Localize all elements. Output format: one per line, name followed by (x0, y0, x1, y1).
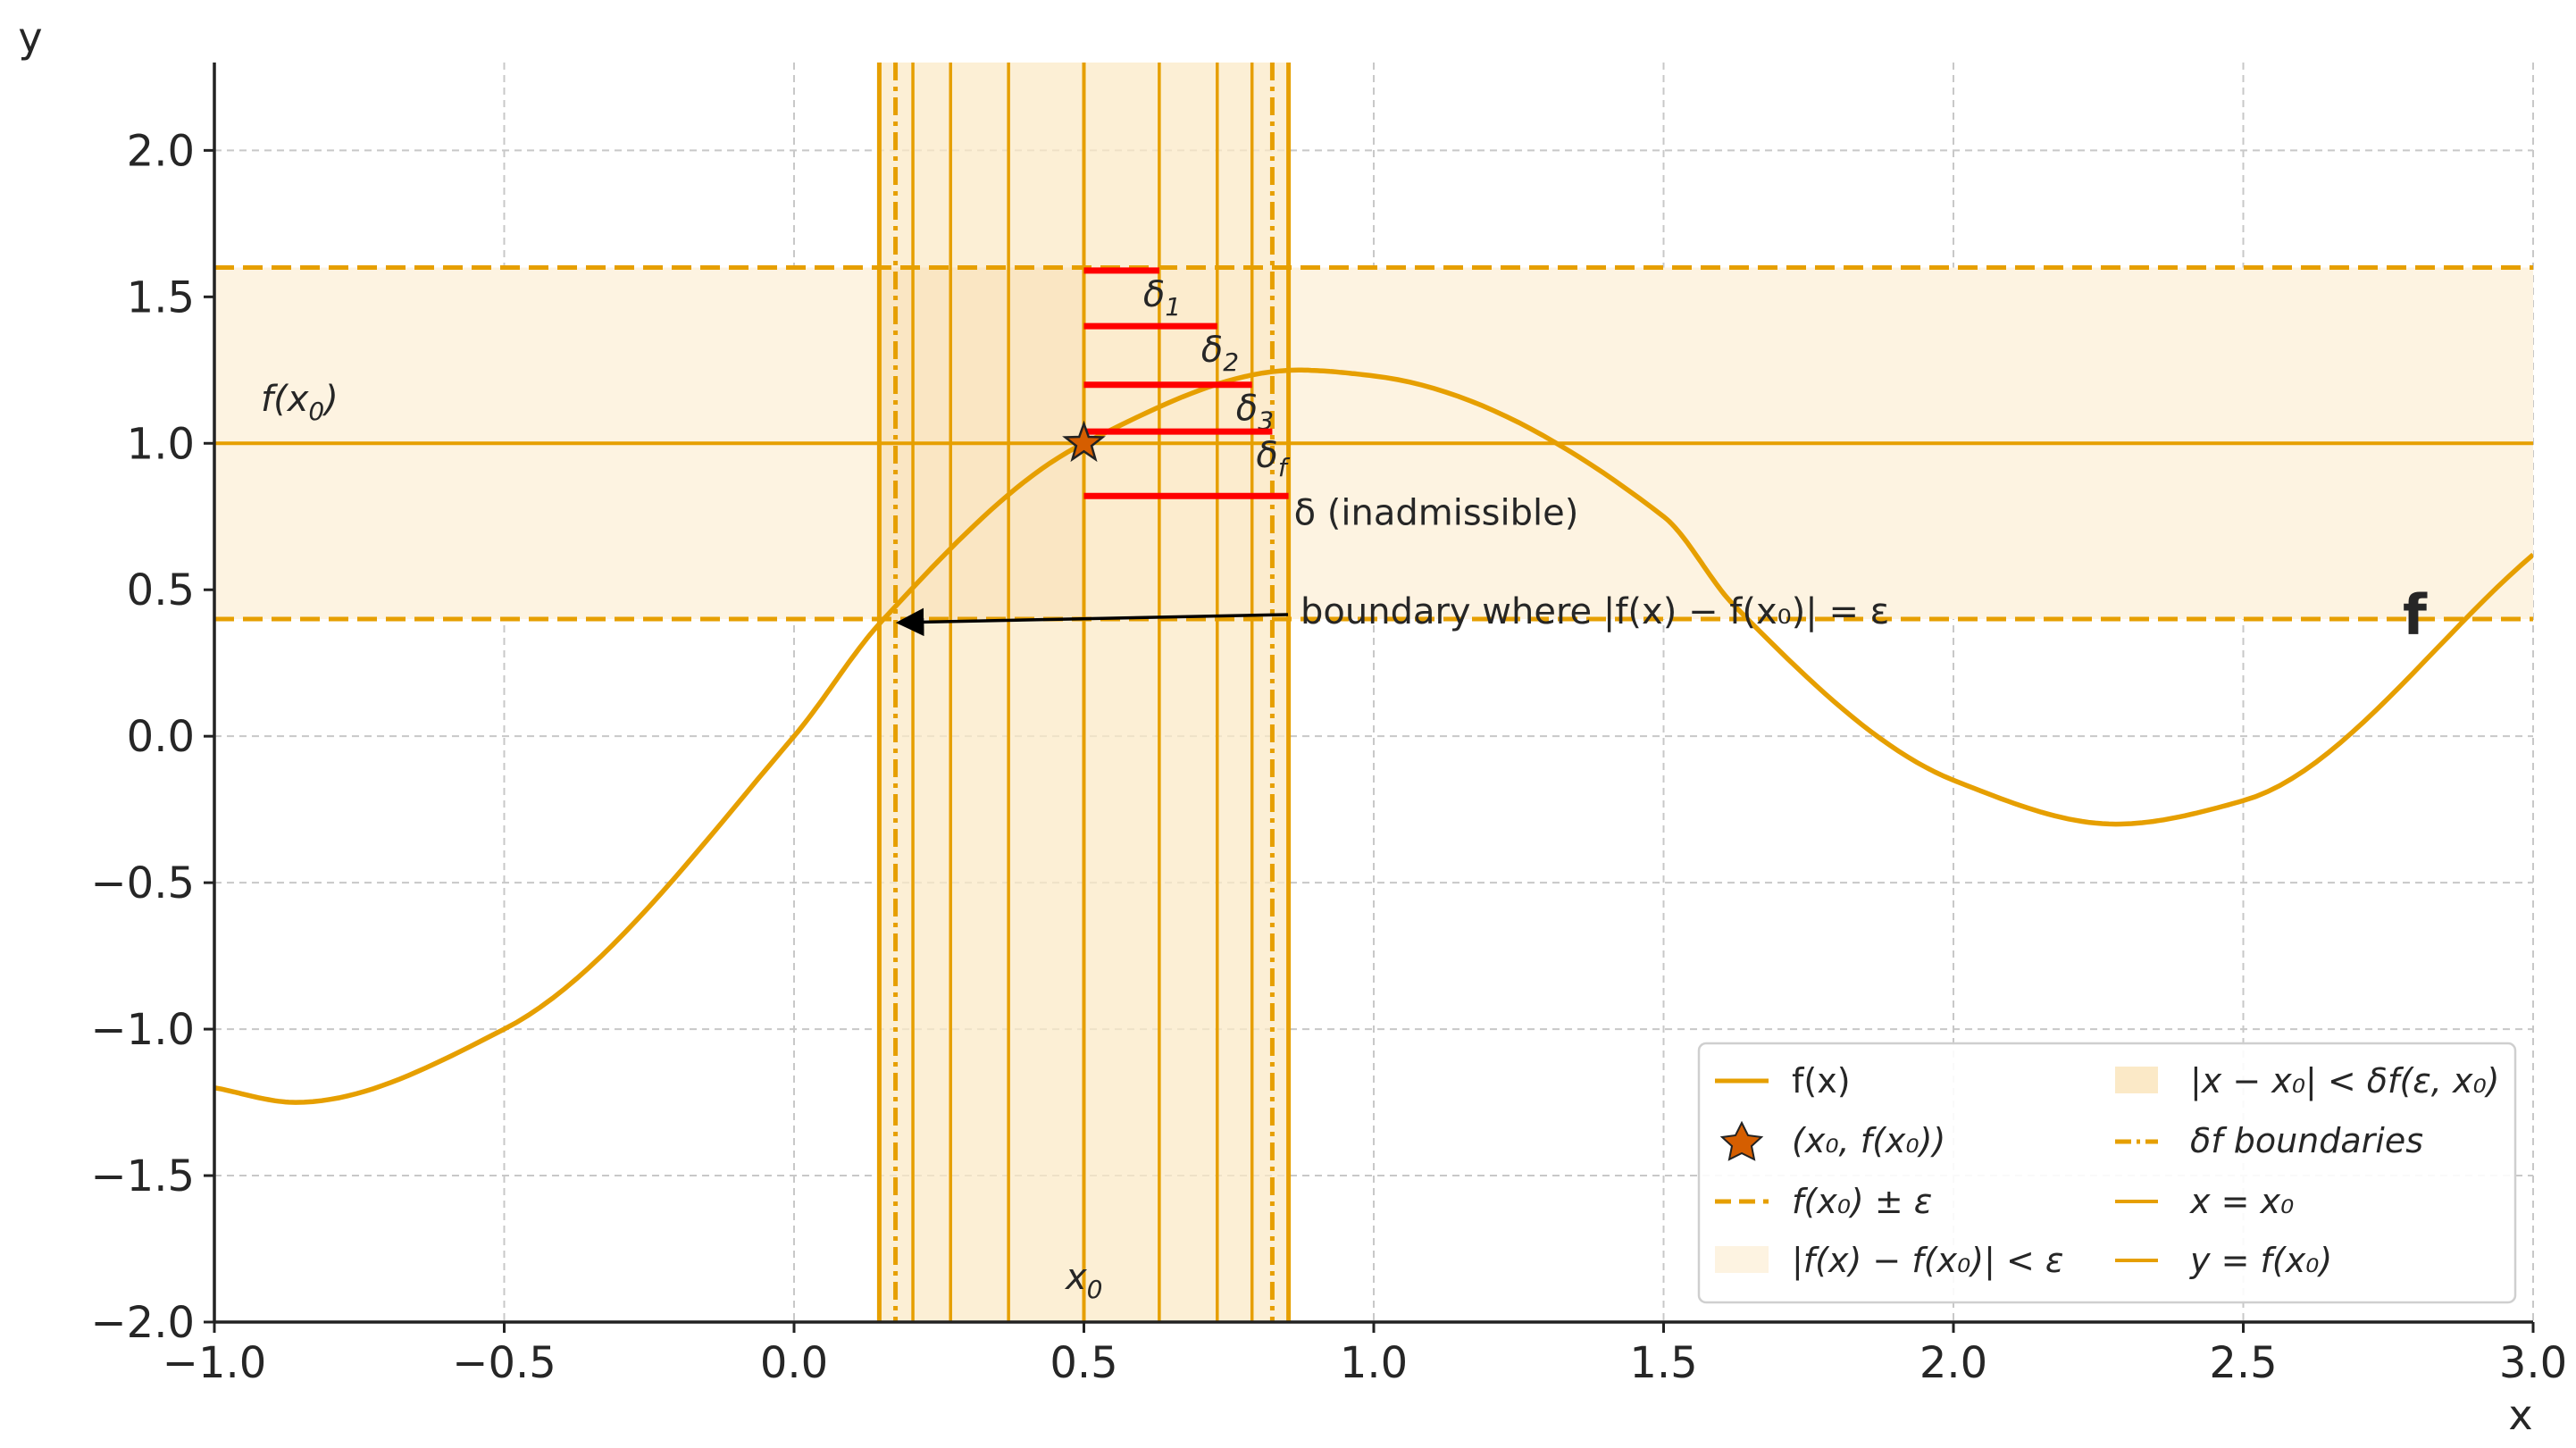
y-tick-label: 0.5 (127, 565, 195, 615)
legend-entry-x-interval: |x − x₀| < δf(ε, x₀) (2115, 1061, 2500, 1101)
svg-text:δf boundaries: δf boundaries (2190, 1121, 2423, 1160)
annotations: f(x0) x0 boundary where |f(x) − f(x₀)| =… (261, 379, 2428, 1304)
y-tick-label: 0.0 (127, 712, 195, 762)
legend: f(x) |x − x₀| < δf(ε, x₀) (x₀, f(x₀)) δf… (1697, 1042, 2517, 1304)
y-tick-label: 2.0 (127, 126, 195, 176)
delta-label: δ1 (1143, 274, 1181, 322)
x-tick-label: 0.5 (1050, 1338, 1117, 1388)
legend-entry-point: (x₀, f(x₀)) (1719, 1120, 1945, 1161)
f-mark: f (2403, 582, 2428, 648)
legend-box (1697, 1042, 2517, 1304)
x0-label: x0 (1064, 1257, 1103, 1304)
f-curve-line (214, 367, 2533, 1105)
legend-entry-epsilon: f(x₀) ± ε (1715, 1182, 1932, 1221)
delta-label: δ (inadmissible) (1294, 492, 1579, 533)
x-tick-label: 3.0 (2499, 1338, 2567, 1388)
x-tick-label: −1.0 (163, 1338, 267, 1388)
x-tick-label: 2.5 (2209, 1338, 2277, 1388)
y-tick-label: 1.0 (127, 419, 195, 469)
star-icon (1719, 1120, 1764, 1161)
fx0-label: f(x0) (261, 379, 339, 426)
svg-text:f(x): f(x) (1792, 1061, 1851, 1101)
x-tick-label: 2.0 (1919, 1338, 1987, 1388)
star-marker (1062, 420, 1106, 463)
x0-fx0-star-marker (1062, 420, 1106, 463)
horizontal-lines (214, 265, 2533, 622)
x-tick-label: 1.0 (1340, 1338, 1408, 1388)
tick-labels: −1.0 −0.5 0.0 0.5 1.0 1.5 2.0 2.5 3.0 −2.0 −1.5 −1.… (90, 126, 2567, 1388)
y-tick-label: 1.5 (127, 272, 195, 322)
boundary-arrow (895, 607, 1289, 637)
legend-entry-y-interval: |f(x) − f(x₀)| < ε (1715, 1241, 2063, 1281)
legend-entry-delta-boundaries: δf boundaries (2115, 1121, 2423, 1160)
y-tick-label: −2.0 (90, 1298, 195, 1348)
legend-entry-x-eq-x0: x = x₀ (2115, 1182, 2294, 1221)
svg-text:(x₀, f(x₀)): (x₀, f(x₀)) (1792, 1121, 1945, 1160)
function-curve (214, 367, 2533, 1105)
delta-label: δ3 (1236, 389, 1274, 436)
svg-text:|x − x₀| < δf(ε, x₀): |x − x₀| < δf(ε, x₀) (2190, 1061, 2500, 1101)
x-tick-label: 1.5 (1629, 1338, 1697, 1388)
x-tick-label: −0.5 (452, 1338, 556, 1388)
y-axis-title: y (18, 13, 42, 62)
y-tick-label: −0.5 (90, 858, 195, 908)
svg-text:|f(x) − f(x₀)| < ε: |f(x) − f(x₀)| < ε (1792, 1241, 2063, 1281)
delta-label: δ2 (1201, 330, 1239, 377)
svg-text:x = x₀: x = x₀ (2189, 1182, 2294, 1221)
svg-text:f(x₀) ± ε: f(x₀) ± ε (1792, 1182, 1932, 1221)
legend-entry-fx: f(x) (1715, 1061, 1851, 1101)
y-tick-label: −1.0 (90, 1005, 195, 1055)
boundary-text: boundary where |f(x) − f(x₀)| = ε (1301, 591, 1889, 632)
legend-entry-y-eq-fx0: y = f(x₀) (2115, 1241, 2332, 1280)
y-tick-label: −1.5 (90, 1151, 195, 1201)
svg-text:y = f(x₀): y = f(x₀) (2189, 1241, 2332, 1280)
x-tick-label: 0.0 (760, 1338, 828, 1388)
x-axis-title: x (2508, 1391, 2532, 1439)
